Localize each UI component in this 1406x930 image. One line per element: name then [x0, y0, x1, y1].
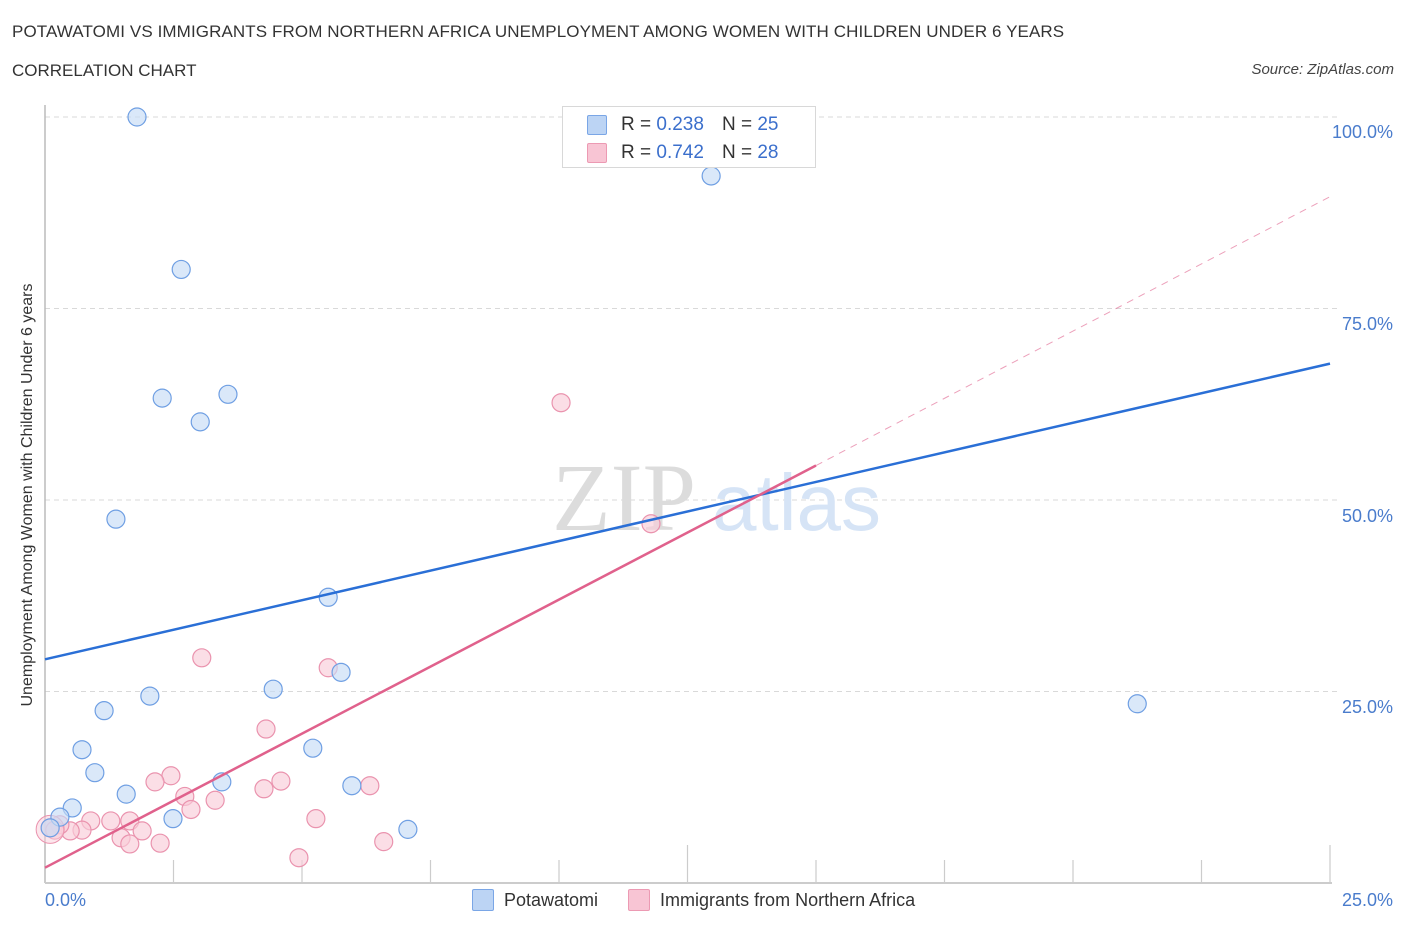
x-tick-0: 0.0% [45, 890, 87, 910]
chart-subtitle: CORRELATION CHART [12, 61, 197, 80]
r-label: R = [621, 114, 652, 135]
source-credit: Source: ZipAtlas.com [1251, 61, 1394, 78]
legend-item-immigrants[interactable]: Immigrants from Northern Africa [628, 889, 915, 911]
svg-text:atlas: atlas [712, 458, 881, 547]
potawatomi-points [40, 107, 1147, 839]
n-value: 28 [757, 142, 779, 163]
r-value: 0.238 [656, 114, 704, 135]
legend-label: Potawatomi [504, 889, 599, 910]
n-label: N = [721, 142, 753, 163]
pink-swatch-icon [628, 889, 651, 911]
r-label: R = [621, 142, 652, 163]
stats-legend: R = 0.238 N = 25 R = 0.742 N = 28 [562, 106, 816, 168]
y-tick-100: 100.0% [1331, 122, 1393, 142]
n-label: N = [721, 114, 753, 135]
y-tick-25: 25.0% [1341, 697, 1393, 717]
n-value: 25 [757, 114, 779, 135]
blue-swatch-icon [472, 889, 494, 911]
svg-text:ZIP: ZIP [552, 444, 696, 551]
x-tick-25: 25.0% [1341, 890, 1393, 910]
axes [44, 105, 1332, 884]
legend-row-immigrants: R = 0.742 N = 28 [587, 141, 778, 165]
legend-item-potawatomi[interactable]: Potawatomi [472, 889, 598, 911]
pink-swatch-icon [587, 143, 607, 163]
gridlines [45, 116, 1340, 692]
r-value: 0.742 [656, 142, 704, 163]
chart-title: POTAWATOMI VS IMMIGRANTS FROM NORTHERN A… [12, 22, 1065, 41]
legend-label: Immigrants from Northern Africa [660, 889, 916, 910]
legend-row-potawatomi: R = 0.238 N = 25 [587, 113, 778, 137]
y-axis-label: Unemployment Among Women with Children U… [19, 283, 36, 707]
y-tick-75: 75.0% [1341, 314, 1393, 334]
zipatlas-watermark: ZIP atlas [552, 444, 881, 551]
blue-swatch-icon [587, 115, 607, 135]
series-legend: Potawatomi Immigrants from Northern Afri… [472, 889, 945, 911]
y-tick-50: 50.0% [1341, 506, 1393, 526]
trend-lines [44, 196, 1331, 869]
